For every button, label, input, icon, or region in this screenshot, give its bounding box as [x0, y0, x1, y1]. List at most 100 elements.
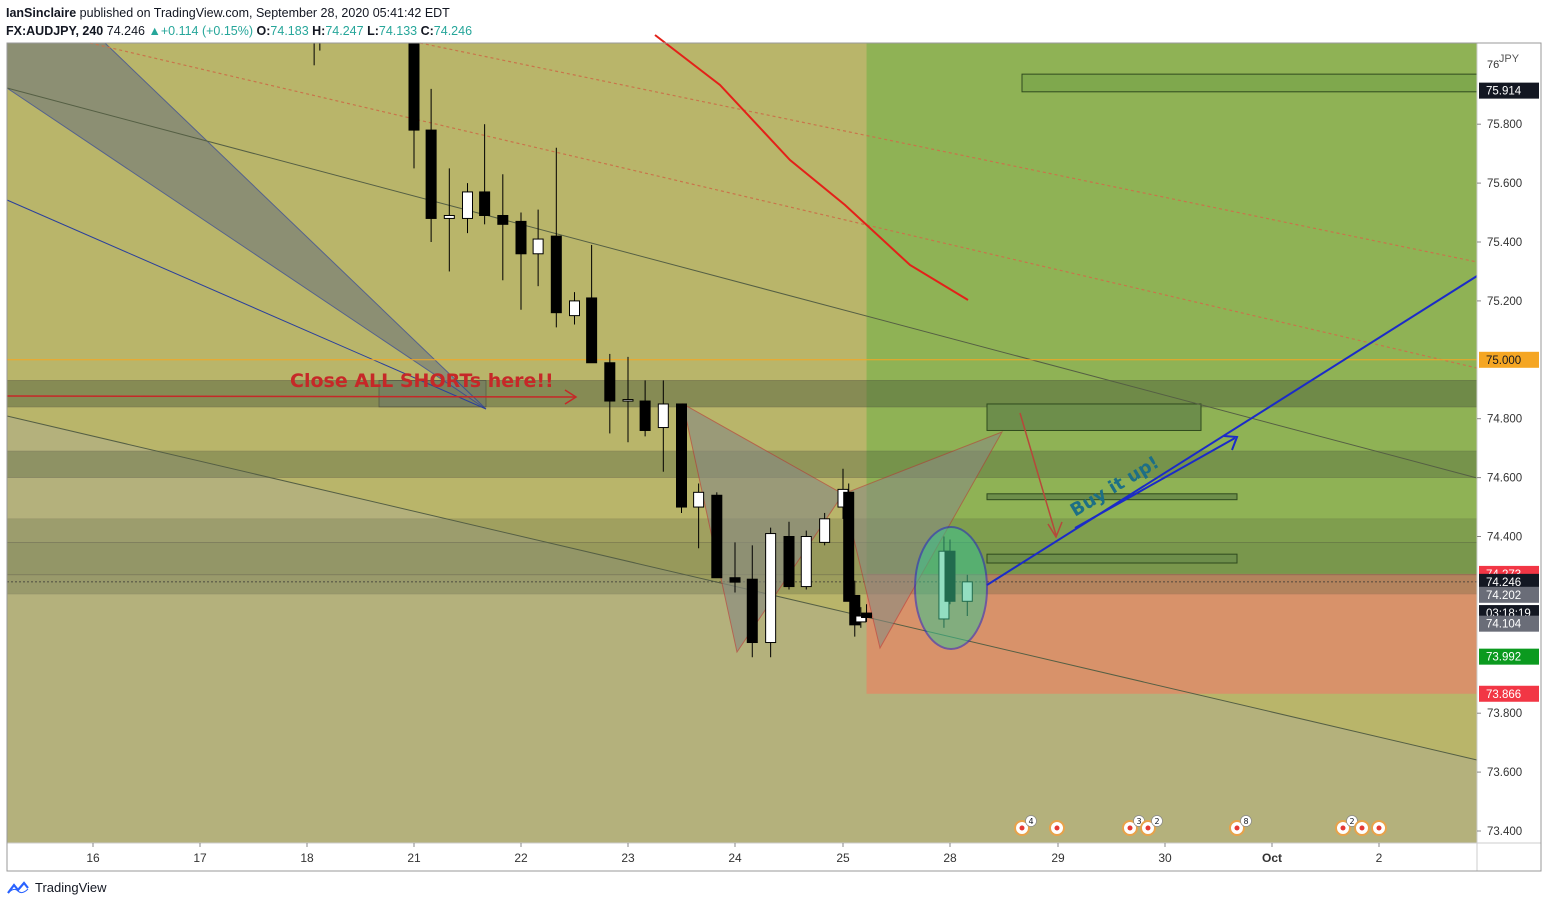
candle-body[interactable] [693, 491, 705, 508]
candle-body[interactable] [408, 0, 420, 131]
close-value: 74.246 [433, 24, 473, 38]
highlight-ellipse [914, 526, 988, 650]
low-label: L: [367, 24, 379, 38]
price-label-badge [1479, 351, 1539, 368]
buy-arrow-head-icon [1223, 435, 1239, 451]
event-count-badge [1025, 815, 1037, 827]
candle-body[interactable] [800, 536, 812, 588]
brand-name: TradingView [35, 880, 107, 895]
candle-body[interactable] [843, 491, 855, 602]
publish-text: published on TradingView.com, September … [79, 6, 450, 20]
price-tick-label: 74.400 [1487, 532, 1522, 544]
price-label-badge [1479, 648, 1539, 665]
candle-body[interactable] [622, 399, 634, 402]
time-tick-label: 30 [1158, 851, 1172, 865]
event-count-label: 8 [1243, 817, 1248, 826]
buy-arrow-line [1074, 437, 1236, 529]
price-label-text: 74.202 [1486, 590, 1521, 602]
time-tick-label: 16 [86, 851, 100, 865]
candle-body[interactable] [515, 220, 527, 255]
price-label-text: 73.866 [1486, 689, 1521, 701]
candle-body[interactable] [855, 615, 867, 623]
symbol-name[interactable]: FX:AUDJPY, 240 [6, 24, 104, 38]
price-label-text: 74.246 [1486, 577, 1521, 589]
candle-body[interactable] [819, 518, 831, 543]
candle-body[interactable] [711, 494, 723, 579]
candle-body[interactable] [443, 214, 455, 219]
candle-body[interactable] [550, 235, 562, 314]
price-change: +0.114 (+0.15%) [160, 24, 254, 38]
time-axis[interactable] [6, 842, 1478, 872]
candle-body[interactable] [639, 400, 651, 431]
price-label-text: 73.992 [1486, 652, 1521, 664]
close-label: C: [420, 24, 434, 38]
time-tick-label: 29 [1051, 851, 1065, 865]
candle-body[interactable] [604, 362, 616, 402]
candle-body[interactable] [497, 214, 509, 225]
author-name[interactable]: IanSinclaire [6, 6, 77, 20]
candle-body[interactable] [462, 191, 473, 219]
time-tick-label: 22 [514, 851, 528, 865]
last-price: 74.246 [106, 24, 145, 38]
price-chart[interactable]: Close ALL SHORTs here!!Buy it up!4 3 2 8 2JP… [0, 0, 1548, 878]
price-label-text: 75.914 [1486, 86, 1522, 98]
candle-body[interactable] [479, 191, 491, 216]
price-tick-label: 75.800 [1487, 119, 1522, 131]
close-shorts-arrow-head-icon [564, 389, 578, 405]
time-tick-label: 28 [943, 851, 957, 865]
price-tick-label: 75.200 [1487, 296, 1522, 308]
candle-body[interactable] [746, 578, 758, 644]
event-count-label: 3 [1136, 817, 1141, 826]
open-value: 74.183 [270, 24, 309, 38]
time-tick-label: 24 [728, 851, 742, 865]
trendline-upper [6, 87, 1478, 479]
currency-label: JPY [1499, 53, 1520, 65]
time-tick-label: 21 [407, 851, 421, 865]
close-shorts-arrow-line [6, 395, 576, 398]
candle-body[interactable] [532, 238, 544, 255]
tradingview-logo-icon [7, 880, 29, 894]
candle-body[interactable] [849, 594, 861, 626]
candle-body[interactable] [783, 536, 795, 588]
event-marker-dot-icon [1376, 825, 1382, 831]
time-tick-label: 17 [193, 851, 207, 865]
event-count-label: 2 [1349, 817, 1354, 826]
chart-frame [6, 42, 1542, 872]
candle-body[interactable] [586, 297, 598, 364]
price-label-badge [1479, 685, 1539, 702]
candle-body[interactable] [861, 612, 873, 618]
wedge-lower-edge [6, 199, 487, 410]
pullback-arrow-line [1019, 412, 1057, 536]
level-box-lower [986, 553, 1238, 564]
candle-body[interactable] [729, 577, 741, 583]
support-resistance-band [6, 380, 1478, 408]
candle-body[interactable] [309, 6, 319, 38]
footer-brand[interactable]: TradingView [6, 880, 107, 895]
high-value: 74.247 [325, 24, 364, 38]
projection-line [986, 275, 1478, 586]
moving-average-line [654, 34, 969, 301]
time-tick-label: Oct [1262, 851, 1282, 865]
candle-body[interactable] [657, 403, 669, 429]
event-marker-dot-icon [1234, 825, 1240, 831]
event-count-badge [1240, 815, 1252, 827]
event-marker-dot-icon [1340, 825, 1346, 831]
entry-box [986, 403, 1202, 431]
candle-body[interactable] [765, 533, 777, 644]
time-tick-label: 18 [300, 851, 314, 865]
change-arrow-icon: ▲ [148, 24, 161, 38]
price-axis[interactable] [1476, 42, 1542, 844]
time-tick-label: 25 [836, 851, 850, 865]
price-tick-label: 75.600 [1487, 178, 1522, 190]
event-marker-dot-icon [1127, 825, 1133, 831]
event-count-badge [1346, 815, 1358, 827]
event-count-label: 2 [1154, 817, 1159, 826]
event-marker-dot-icon [1019, 825, 1025, 831]
candle-body[interactable] [676, 403, 687, 508]
price-tick-label: 75.400 [1487, 237, 1522, 249]
candle-body[interactable] [425, 129, 437, 219]
candle-body[interactable] [569, 300, 580, 317]
axis-corner [1476, 842, 1542, 872]
candle-body[interactable] [315, 30, 325, 39]
symbol-info: FX:AUDJPY, 240 74.246 ▲+0.114 (+0.15%) O… [6, 22, 472, 40]
